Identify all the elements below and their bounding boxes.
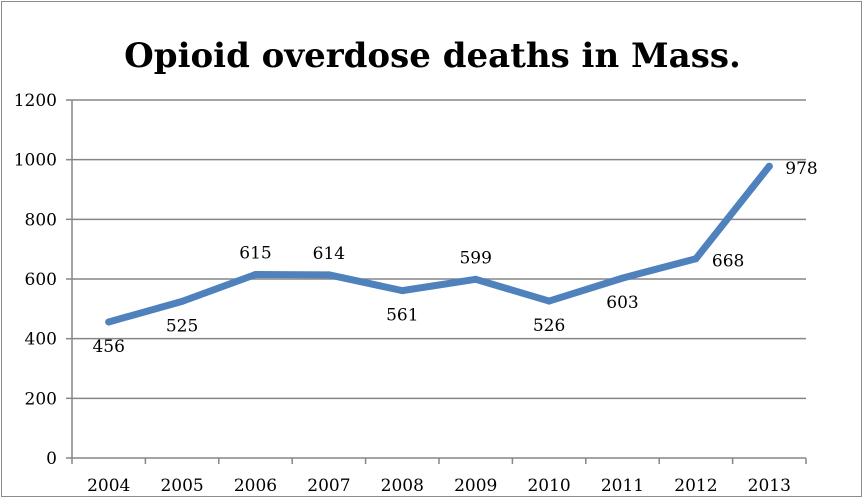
x-tick-label: 2011 (601, 476, 644, 496)
data-label: 668 (712, 252, 744, 272)
data-point (105, 318, 113, 326)
data-label: 599 (459, 248, 491, 268)
data-point (619, 274, 626, 282)
x-tick-label: 2009 (454, 476, 497, 496)
y-tick-label: 0 (46, 449, 57, 469)
data-point (692, 255, 700, 263)
x-tick-label: 2006 (234, 476, 277, 496)
x-tick-label: 2004 (87, 476, 130, 496)
x-tick-label: 2005 (160, 476, 203, 496)
data-point (252, 271, 259, 279)
series-line (105, 162, 773, 326)
data-label: 525 (166, 316, 198, 336)
data-label: 561 (386, 306, 418, 326)
data-label: 456 (92, 337, 124, 357)
x-tick-label: 2010 (527, 476, 570, 496)
data-label: 615 (239, 244, 271, 264)
y-tick-label: 800 (25, 210, 57, 230)
data-label: 526 (533, 316, 565, 336)
x-tick-label: 2013 (748, 476, 791, 496)
x-tick-label: 2012 (674, 476, 717, 496)
y-tick-label: 400 (25, 330, 57, 350)
data-point (398, 287, 406, 295)
data-point (545, 297, 553, 305)
chart-title: Opioid overdose deaths in Mass. (124, 36, 741, 76)
y-tick-label: 600 (25, 270, 57, 290)
data-point (178, 297, 186, 305)
data-label: 614 (313, 244, 345, 264)
data-label: 978 (785, 159, 817, 179)
data-point (325, 271, 333, 279)
y-tick-label: 1200 (14, 91, 57, 111)
x-tick-label: 2008 (381, 476, 424, 496)
y-tick-label: 200 (25, 389, 57, 409)
data-point (472, 275, 480, 283)
data-point (765, 162, 773, 170)
data-label: 603 (606, 293, 638, 313)
x-tick-label: 2007 (307, 476, 350, 496)
y-tick-label: 1000 (14, 151, 57, 171)
